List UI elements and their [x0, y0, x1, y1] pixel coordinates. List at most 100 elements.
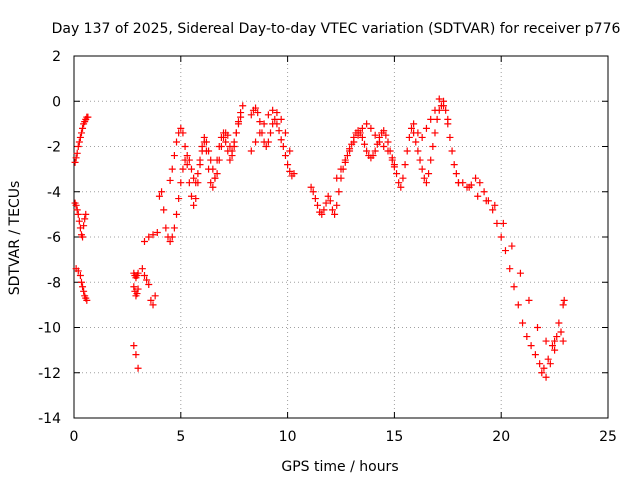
data-point	[358, 133, 366, 141]
data-point	[158, 188, 166, 196]
data-point	[134, 364, 142, 372]
y-axis-label: SDTVAR / TECUs	[7, 181, 23, 296]
data-point	[501, 247, 509, 255]
data-point	[410, 120, 418, 128]
data-point	[262, 143, 270, 150]
data-point	[384, 138, 392, 146]
data-point	[360, 140, 368, 148]
y-tick-label: -10	[38, 321, 61, 337]
x-tick-label: 20	[492, 429, 510, 445]
data-point	[166, 176, 174, 184]
data-point	[181, 143, 189, 150]
data-point	[273, 109, 281, 117]
data-point	[497, 233, 505, 241]
data-point	[474, 192, 482, 200]
data-point	[205, 165, 213, 173]
data-point	[290, 170, 298, 178]
data-point	[239, 102, 247, 110]
data-point	[196, 161, 204, 169]
data-point	[185, 156, 193, 164]
y-tick-label: -4	[47, 185, 61, 201]
data-point	[350, 138, 358, 146]
data-point	[140, 238, 148, 246]
data-point	[213, 170, 221, 178]
data-point	[73, 206, 81, 214]
x-axis-label: GPS time / hours	[281, 459, 398, 475]
data-point	[527, 342, 535, 350]
data-point	[519, 319, 527, 327]
data-point	[425, 170, 433, 178]
data-point	[134, 285, 142, 293]
data-point	[429, 143, 437, 150]
data-point	[390, 161, 398, 169]
data-point	[367, 124, 375, 132]
data-point	[435, 95, 443, 103]
data-point	[324, 192, 332, 200]
data-point	[132, 351, 140, 359]
data-point	[207, 179, 215, 187]
data-point	[79, 124, 87, 132]
x-tick-label: 15	[385, 429, 403, 445]
data-point	[264, 138, 272, 146]
y-tick-label: -6	[47, 230, 61, 246]
data-point	[506, 265, 514, 273]
data-point	[440, 102, 448, 110]
data-point	[382, 131, 390, 139]
data-point	[77, 278, 85, 286]
y-tick-label: 0	[52, 94, 61, 110]
data-point	[422, 179, 430, 187]
data-point	[446, 133, 454, 141]
data-point	[234, 120, 242, 128]
data-point	[393, 170, 401, 178]
data-point	[179, 165, 187, 173]
data-point	[74, 210, 82, 218]
data-point	[75, 217, 83, 225]
data-point	[491, 201, 499, 209]
data-point	[252, 104, 260, 112]
data-point	[514, 301, 522, 309]
data-point	[380, 127, 388, 135]
data-point	[399, 174, 407, 182]
data-point	[170, 152, 178, 160]
data-point	[459, 179, 467, 187]
data-point	[482, 197, 490, 205]
data-point	[499, 219, 507, 227]
data-point	[363, 120, 371, 128]
y-tick-label: -12	[38, 366, 61, 382]
data-point	[331, 210, 339, 218]
data-point	[177, 179, 185, 187]
data-point	[311, 195, 319, 203]
data-point	[224, 131, 232, 139]
chart-title: Day 137 of 2025, Sidereal Day-to-day VTE…	[52, 21, 621, 37]
data-point	[190, 201, 198, 209]
data-point	[508, 242, 516, 250]
data-point	[433, 115, 441, 123]
data-point	[560, 296, 568, 304]
data-point	[384, 147, 392, 155]
data-point	[237, 113, 245, 121]
data-point	[403, 147, 411, 155]
data-point	[226, 156, 234, 164]
data-marks	[71, 95, 568, 381]
x-tick-label: 5	[176, 429, 185, 445]
data-point	[130, 342, 138, 350]
data-point	[416, 156, 424, 164]
data-point	[134, 269, 142, 277]
data-point	[177, 124, 185, 132]
data-point	[252, 138, 260, 146]
data-point	[260, 120, 268, 128]
data-point	[523, 333, 531, 341]
data-point	[84, 113, 92, 121]
data-point	[267, 129, 275, 137]
data-point	[452, 170, 460, 178]
data-point	[273, 120, 281, 128]
data-point	[431, 106, 439, 114]
data-point	[247, 147, 255, 155]
data-point	[256, 129, 264, 137]
data-point	[551, 337, 559, 345]
data-point	[472, 174, 480, 182]
data-point	[559, 301, 567, 309]
data-point	[220, 129, 228, 137]
data-point	[427, 115, 435, 123]
data-point	[194, 170, 202, 178]
